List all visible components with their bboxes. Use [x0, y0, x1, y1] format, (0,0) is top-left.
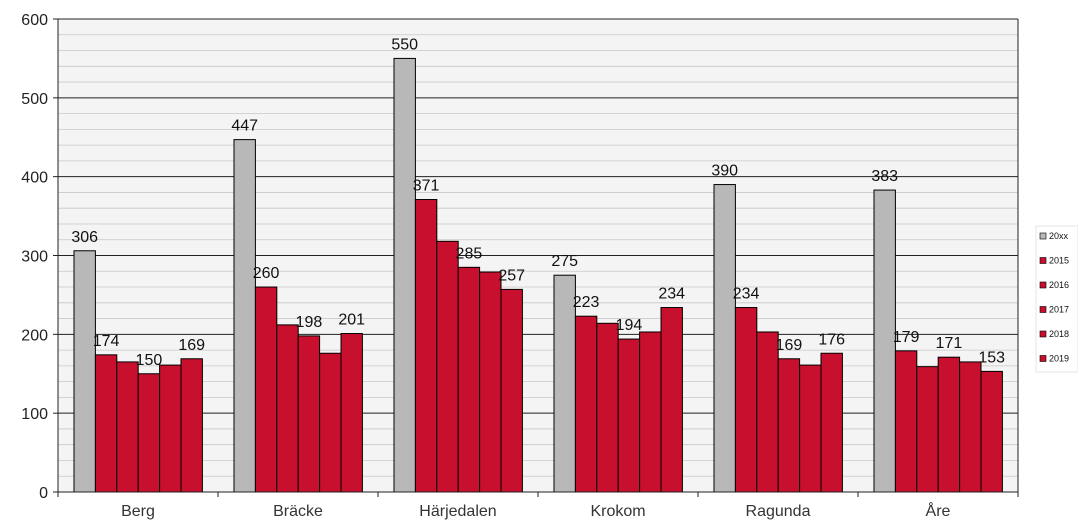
bar-härjedalen-2019 — [500, 288, 523, 493]
bar-berg-2018 — [159, 364, 182, 493]
y-axis-ticks: 0 100 200 300 400 500 600 — [21, 12, 58, 502]
data-label: 447 — [231, 118, 258, 135]
bar-bräcke-2019 — [340, 333, 363, 493]
data-label: 257 — [498, 267, 525, 284]
data-label: 169 — [178, 337, 205, 354]
x-tick-label: Åre — [926, 501, 951, 520]
data-label: 383 — [871, 168, 898, 185]
legend-swatch-2018 — [1039, 330, 1047, 338]
bar-bräcke-2016 — [276, 324, 299, 493]
bar-ragunda-2018 — [799, 364, 822, 493]
bar-bräcke-2015 — [254, 286, 278, 493]
bar-ragunda-2019 — [820, 352, 843, 493]
bar-ragunda-2016 — [756, 331, 779, 493]
bar-berg-20xx — [73, 250, 96, 493]
bar-berg-2015 — [94, 354, 118, 493]
legend-swatch-2016 — [1039, 281, 1047, 289]
y-tick-label: 100 — [21, 406, 48, 423]
bar-bräcke-2017 — [297, 335, 321, 493]
legend-entry-20xx: 20xx — [1049, 231, 1069, 241]
bar-härjedalen-2018 — [479, 271, 502, 493]
gridlines — [58, 34, 1018, 477]
y-tick-label: 0 — [39, 485, 48, 502]
legend-entry-2018: 2018 — [1049, 329, 1069, 339]
legend-entry-2017: 2017 — [1049, 305, 1069, 315]
bar-krokom-2016 — [596, 322, 619, 493]
bar-bräcke-20xx — [233, 139, 256, 493]
legend-entry-2016: 2016 — [1049, 280, 1069, 290]
data-label: 198 — [296, 314, 323, 331]
bar-härjedalen-20xx — [393, 57, 416, 493]
x-axis-category-labels: Berg Bräcke Härjedalen Krokom Ragunda Åre — [121, 501, 950, 520]
data-label: 194 — [616, 317, 643, 334]
data-label: 275 — [551, 253, 578, 270]
data-label: 171 — [936, 335, 963, 352]
legend-entry-2015: 2015 — [1049, 256, 1069, 266]
data-label: 260 — [253, 265, 280, 282]
x-tick-label: Berg — [121, 503, 155, 520]
legend-swatch-20xx — [1039, 232, 1047, 240]
x-tick-label: Härjedalen — [419, 503, 496, 520]
bar-krokom-2015 — [574, 315, 598, 493]
data-label: 390 — [711, 163, 738, 180]
y-tick-label: 500 — [21, 91, 48, 108]
legend-swatch-2017 — [1039, 306, 1047, 313]
legend-swatch-2019 — [1039, 355, 1047, 362]
data-label: 179 — [893, 329, 920, 346]
y-tick-label: 200 — [21, 327, 48, 344]
data-label: 285 — [456, 245, 483, 262]
bar-bräcke-2018 — [319, 352, 342, 493]
bar-härjedalen-2017 — [457, 266, 481, 493]
legend: 20xx 2015 2016 2017 2018 2019 — [1035, 225, 1078, 373]
bar-ragunda-2015 — [734, 307, 758, 493]
legend-box — [1035, 225, 1078, 373]
bar-ragunda-2017 — [777, 358, 801, 493]
data-labels: 306 174 150 169 447 260 198 201 550 371 285 257 275 2… — [71, 36, 1005, 368]
data-label: 306 — [71, 229, 98, 246]
x-tick-label: Ragunda — [746, 503, 811, 520]
data-label: 234 — [658, 286, 685, 303]
data-label: 153 — [978, 349, 1005, 366]
data-label: 150 — [136, 352, 163, 369]
legend-entry-2019: 2019 — [1049, 354, 1069, 364]
bar-krokom-2018 — [639, 331, 662, 493]
bar-krokom-2017 — [617, 338, 641, 493]
bar-berg-2019 — [180, 358, 203, 493]
bar-åre-2018 — [959, 361, 982, 493]
bars — [73, 57, 1003, 493]
x-tick-label: Bräcke — [273, 503, 323, 520]
bar-krokom-2019 — [660, 307, 683, 493]
data-label: 201 — [338, 312, 365, 329]
bar-härjedalen-2016 — [436, 240, 459, 493]
bar-härjedalen-2015 — [414, 199, 438, 493]
y-tick-label: 300 — [21, 249, 48, 266]
bar-ragunda-20xx — [713, 184, 736, 493]
data-label: 223 — [573, 294, 600, 311]
data-label: 176 — [818, 331, 845, 348]
x-tick-label: Krokom — [590, 503, 645, 520]
data-label: 550 — [391, 36, 418, 53]
bar-åre-2017 — [937, 356, 961, 493]
legend-swatch-2015 — [1039, 257, 1047, 264]
y-tick-label: 400 — [21, 170, 48, 187]
bar-åre-2016 — [916, 366, 939, 493]
data-label: 169 — [776, 337, 803, 354]
bar-åre-2019 — [980, 370, 1003, 493]
y-tick-label: 600 — [21, 12, 48, 29]
bar-berg-2016 — [116, 361, 139, 493]
bar-åre-2015 — [894, 350, 918, 493]
data-label: 174 — [93, 333, 120, 350]
bar-berg-2017 — [137, 373, 161, 493]
data-label: 371 — [413, 178, 440, 195]
data-label: 234 — [733, 286, 760, 303]
